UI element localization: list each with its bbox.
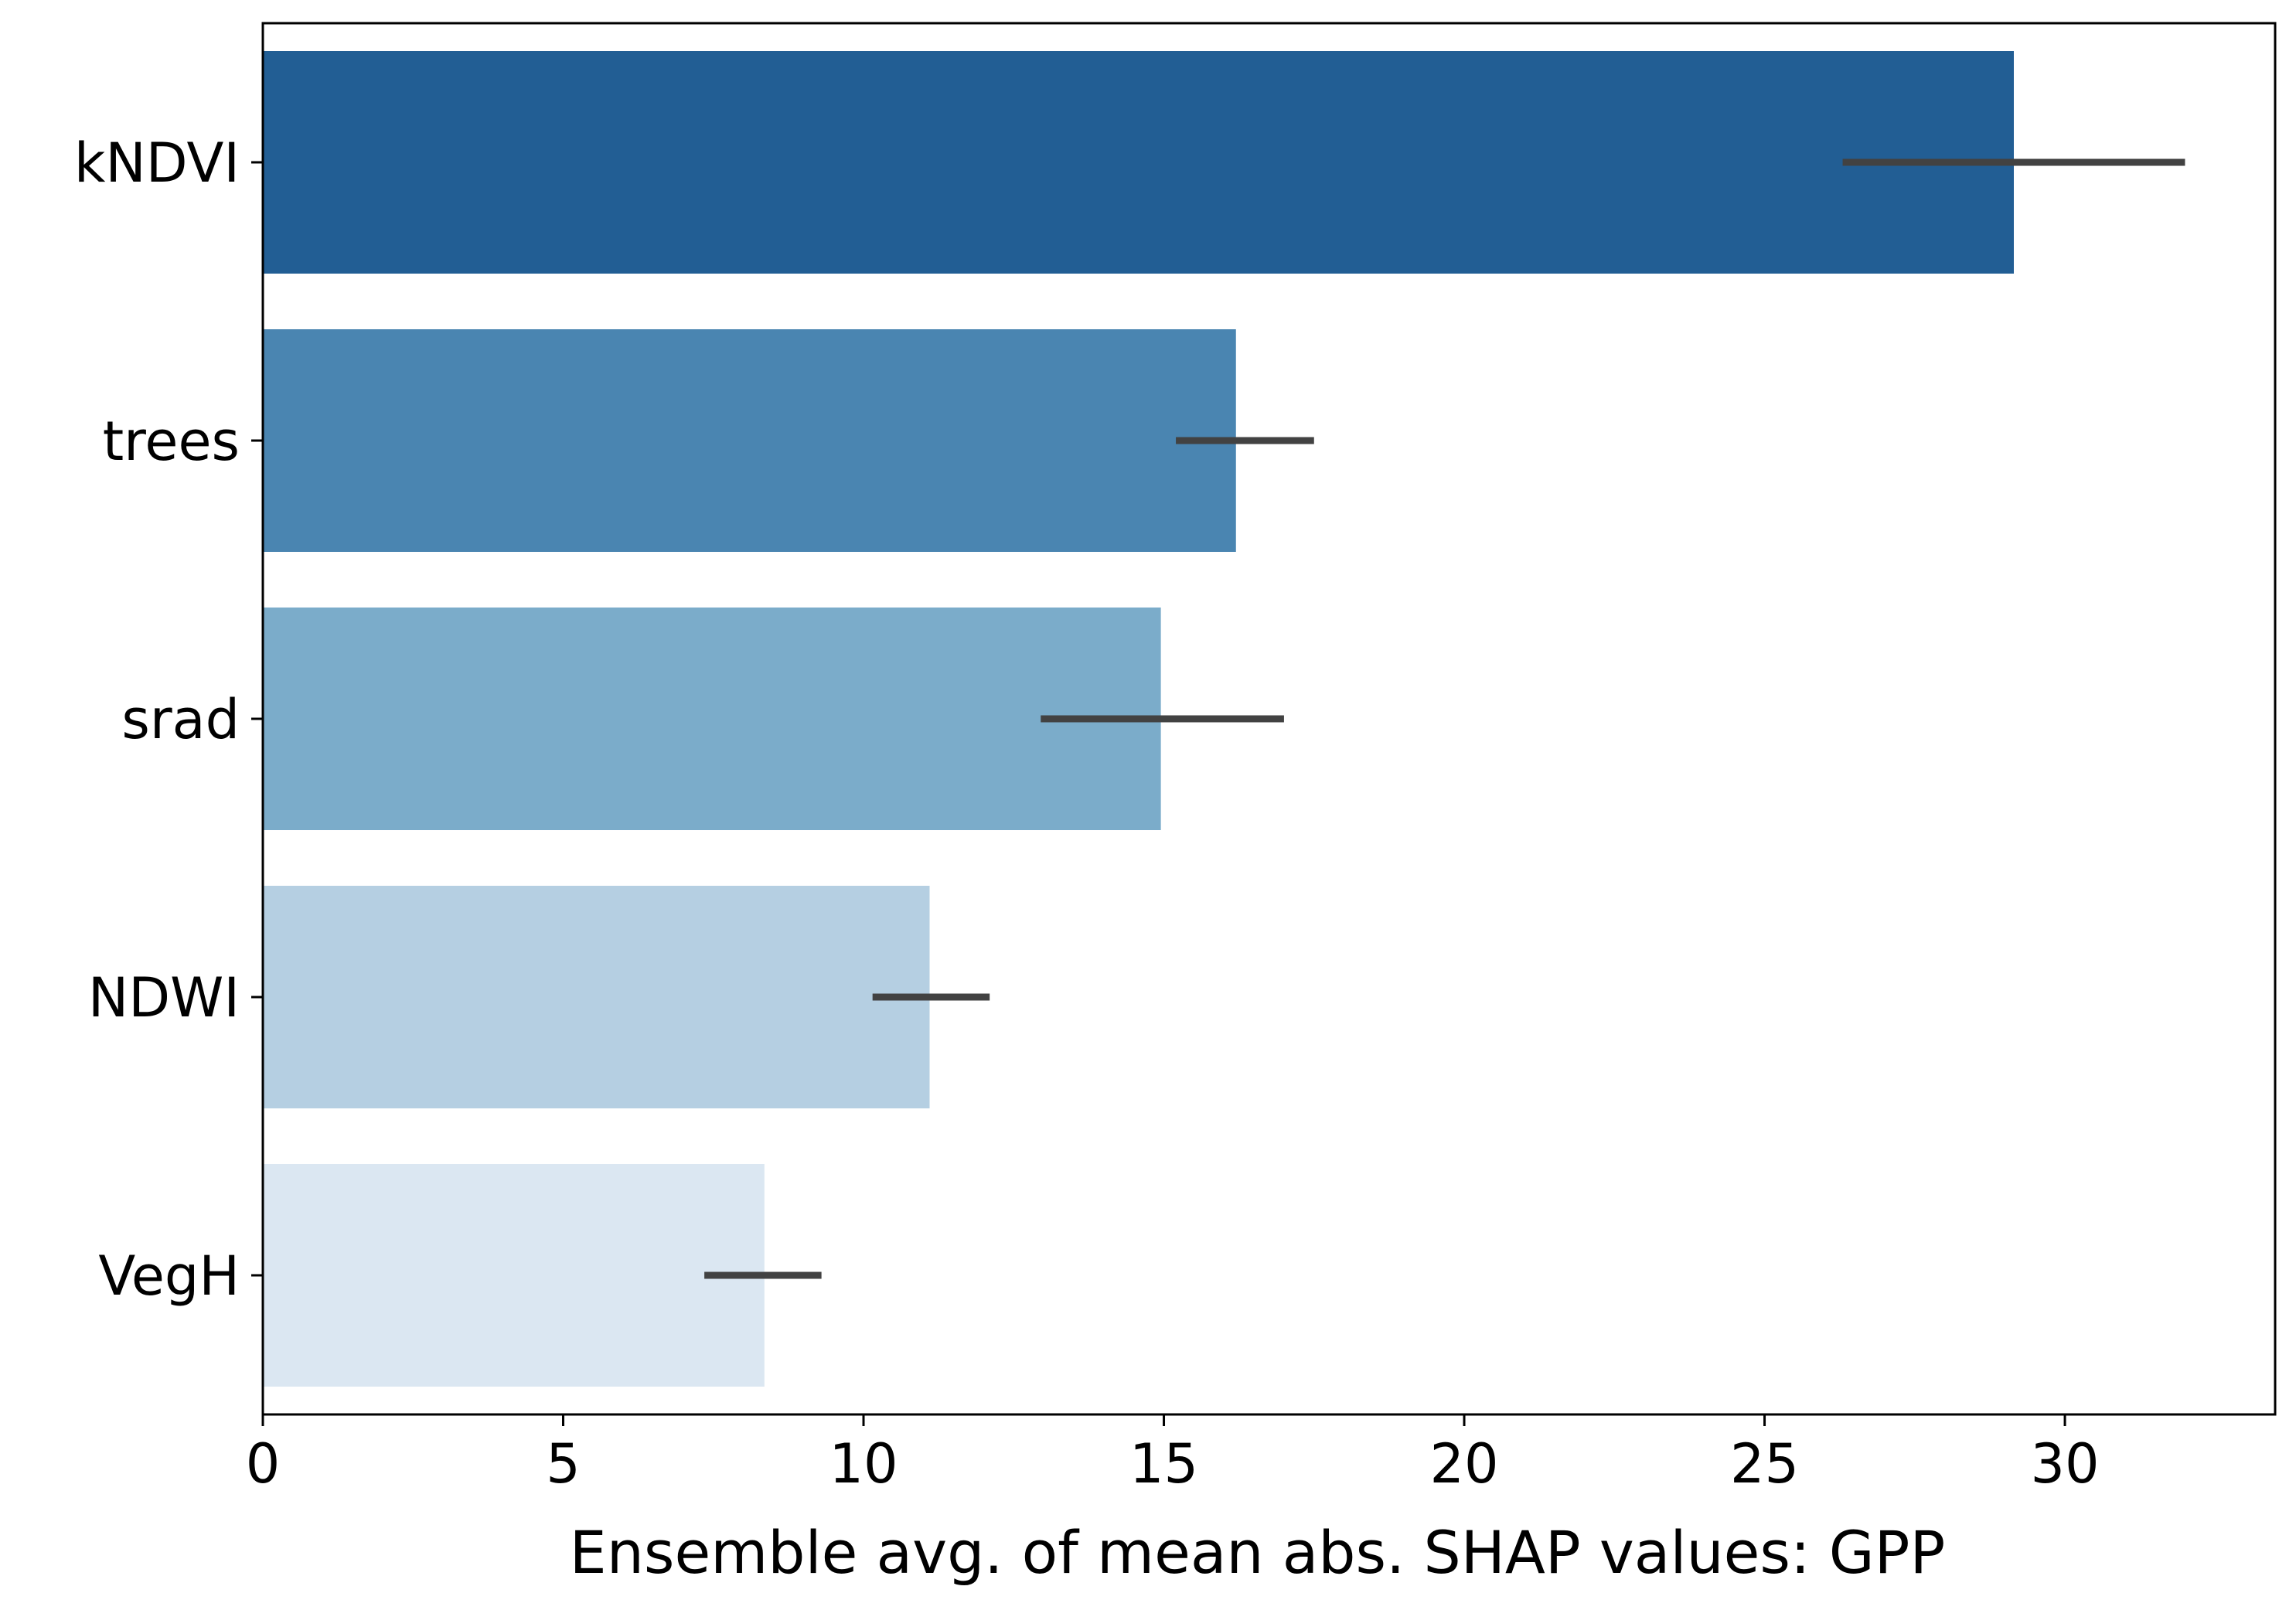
y-tick-label-vegh: VegH bbox=[98, 1244, 240, 1308]
bar-srad bbox=[263, 608, 1161, 830]
bar-kndvi bbox=[263, 51, 2014, 274]
error-bars-layer bbox=[704, 158, 2185, 1279]
x-tick-label: 15 bbox=[1129, 1432, 1198, 1496]
y-tick-label-srad: srad bbox=[121, 688, 240, 751]
bar-vegh bbox=[263, 1164, 765, 1387]
y-tick-label-ndwi: NDWI bbox=[88, 966, 240, 1030]
x-tick-label: 0 bbox=[246, 1432, 281, 1496]
x-tick-label: 20 bbox=[1429, 1432, 1498, 1496]
x-tick-label: 25 bbox=[1730, 1432, 1799, 1496]
x-tick-label: 10 bbox=[829, 1432, 898, 1496]
x-axis-ticks: 0 5 10 15 20 25 30 bbox=[246, 1414, 2100, 1496]
bar-trees bbox=[263, 329, 1236, 552]
y-axis-ticks: kNDVI trees srad NDWI VegH bbox=[74, 131, 263, 1308]
y-tick-label-kndvi: kNDVI bbox=[74, 131, 240, 195]
y-tick-label-trees: trees bbox=[103, 410, 240, 473]
bars-layer bbox=[263, 51, 2014, 1387]
x-axis-label: Ensemble avg. of mean abs. SHAP values: … bbox=[570, 1518, 1946, 1587]
x-tick-label: 5 bbox=[546, 1432, 581, 1496]
bar-ndwi bbox=[263, 886, 930, 1108]
x-tick-label: 30 bbox=[2031, 1432, 2100, 1496]
